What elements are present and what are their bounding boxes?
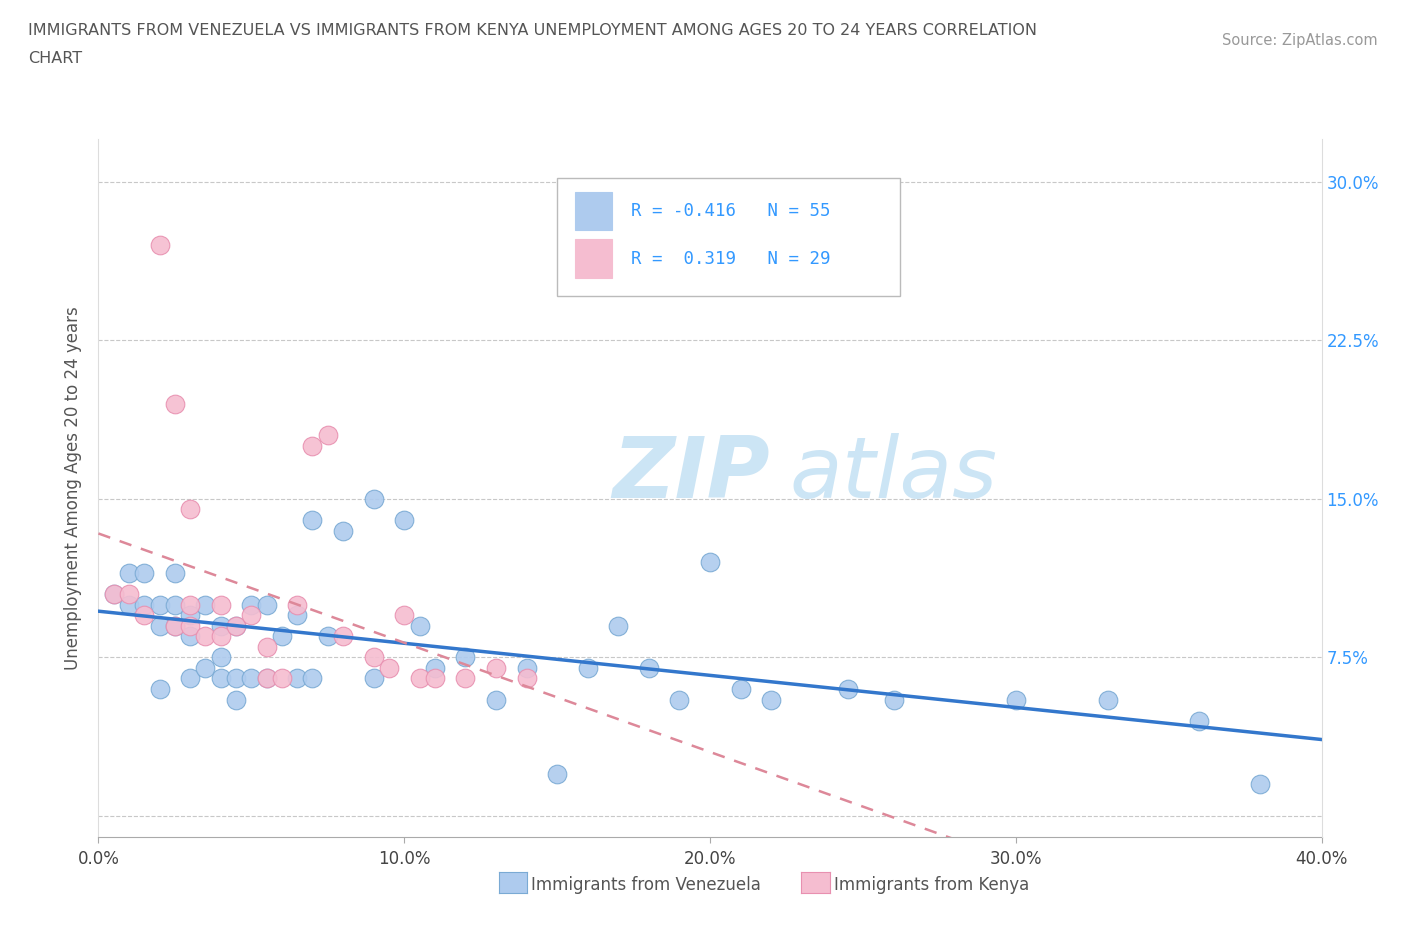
Point (179, 629, 201, 644)
Point (576, 660, 599, 675)
Point (607, 618, 630, 633)
Point (392, 512, 416, 527)
Point (423, 671, 446, 686)
Point (179, 671, 201, 686)
Text: Immigrants from Venezuela: Immigrants from Venezuela (531, 876, 761, 895)
Point (179, 618, 201, 633)
Point (149, 618, 172, 633)
Point (163, 618, 186, 633)
Point (668, 692, 690, 707)
Point (256, 671, 278, 686)
Point (209, 671, 232, 686)
Point (285, 597, 308, 612)
Point (225, 618, 247, 633)
Point (883, 692, 905, 707)
Point (194, 597, 217, 612)
Point (270, 629, 292, 644)
Point (423, 660, 446, 675)
Point (163, 565, 186, 580)
Point (516, 671, 538, 686)
Point (378, 660, 401, 675)
Text: atlas: atlas (790, 432, 997, 516)
Bar (575, 239, 612, 277)
Point (240, 597, 263, 612)
Point (209, 629, 232, 644)
Point (270, 671, 292, 686)
Point (332, 523, 354, 538)
Point (408, 671, 430, 686)
FancyBboxPatch shape (557, 178, 900, 297)
Point (837, 682, 859, 697)
Point (256, 639, 278, 654)
Point (163, 597, 186, 612)
Point (637, 660, 661, 675)
Point (209, 597, 232, 612)
Text: ZIP: ZIP (612, 432, 770, 516)
Point (285, 607, 308, 622)
Text: CHART: CHART (28, 51, 82, 66)
Point (730, 682, 752, 697)
Text: Immigrants from Kenya: Immigrants from Kenya (834, 876, 1029, 895)
Point (332, 629, 354, 644)
Point (225, 692, 247, 707)
Point (103, 587, 125, 602)
Point (103, 587, 125, 602)
Point (179, 597, 201, 612)
Point (363, 491, 385, 506)
Point (285, 671, 308, 686)
Text: IMMIGRANTS FROM VENEZUELA VS IMMIGRANTS FROM KENYA UNEMPLOYMENT AMONG AGES 20 TO: IMMIGRANTS FROM VENEZUELA VS IMMIGRANTS … (28, 23, 1038, 38)
Point (194, 660, 217, 675)
Point (240, 607, 263, 622)
Point (240, 671, 263, 686)
Point (1097, 692, 1119, 707)
Point (118, 587, 141, 602)
Point (134, 565, 156, 580)
Point (759, 692, 782, 707)
Point (256, 671, 278, 686)
Point (134, 597, 156, 612)
Text: Source: ZipAtlas.com: Source: ZipAtlas.com (1222, 33, 1378, 47)
Point (392, 607, 416, 622)
Point (118, 597, 141, 612)
Point (194, 629, 217, 644)
Point (363, 671, 385, 686)
Point (485, 692, 508, 707)
Text: R =  0.319   N = 29: R = 0.319 N = 29 (630, 250, 830, 268)
Bar (575, 192, 612, 231)
Point (163, 396, 186, 411)
Point (1249, 777, 1271, 791)
Point (149, 597, 172, 612)
Point (301, 671, 323, 686)
Point (408, 618, 430, 633)
Point (516, 660, 538, 675)
Point (179, 607, 201, 622)
Text: R = -0.416   N = 55: R = -0.416 N = 55 (630, 203, 830, 220)
Point (256, 597, 278, 612)
Point (209, 650, 232, 665)
Point (301, 439, 323, 454)
Point (485, 660, 508, 675)
Point (546, 766, 568, 781)
Point (316, 629, 339, 644)
Point (454, 671, 477, 686)
Point (699, 555, 721, 570)
Point (1188, 713, 1211, 728)
Point (209, 618, 232, 633)
Point (1004, 692, 1026, 707)
Point (363, 650, 385, 665)
Point (163, 618, 186, 633)
Point (225, 618, 247, 633)
Point (179, 502, 201, 517)
Point (149, 238, 172, 253)
Point (149, 682, 172, 697)
Point (118, 565, 141, 580)
Point (454, 650, 477, 665)
Point (316, 428, 339, 443)
Point (301, 512, 323, 527)
Point (225, 671, 247, 686)
Point (134, 607, 156, 622)
Y-axis label: Unemployment Among Ages 20 to 24 years: Unemployment Among Ages 20 to 24 years (65, 306, 83, 671)
